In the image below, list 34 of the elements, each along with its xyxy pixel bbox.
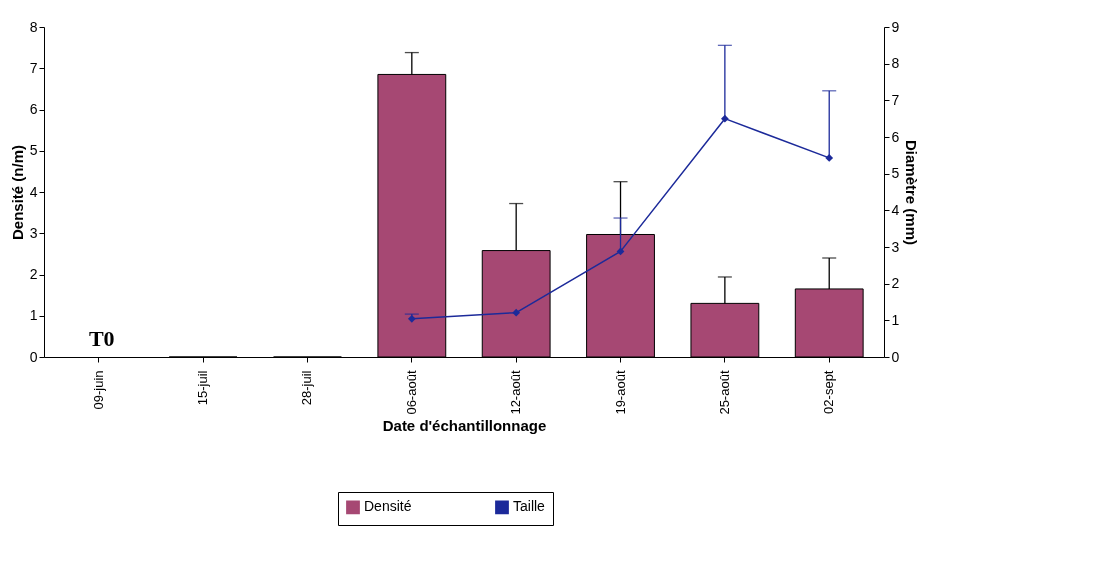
y-tick-label: 7 bbox=[29, 59, 38, 76]
y2-tick-label: 5 bbox=[891, 165, 900, 182]
y2-tick-label: 1 bbox=[891, 311, 900, 328]
y2-axis-title: Diamètre (mm) bbox=[903, 139, 921, 246]
x-tick-label: 12-août bbox=[508, 370, 524, 415]
legend-label: Densité bbox=[364, 498, 412, 515]
legend-label: Taille bbox=[513, 498, 546, 515]
x-tick-label: 25-août bbox=[716, 370, 732, 415]
x-tick-label: 28-juil bbox=[299, 370, 315, 406]
x-tick-label: 15-juil bbox=[195, 370, 211, 406]
x-tick-label: 02-sept bbox=[821, 370, 837, 414]
y-axis-title: Densité (n/m) bbox=[8, 144, 26, 241]
y2-tick-label: 0 bbox=[891, 348, 900, 365]
y-tick-label: 1 bbox=[29, 307, 38, 324]
y-tick-label: 2 bbox=[29, 266, 38, 282]
y2-tick-label: 3 bbox=[891, 238, 900, 255]
y2-tick-label: 7 bbox=[891, 91, 900, 108]
x-axis-title: Date d'échantillonnage bbox=[382, 416, 547, 434]
annotation: T0 bbox=[88, 326, 115, 351]
y-tick-label: 4 bbox=[29, 183, 38, 200]
y2-tick-label: 9 bbox=[891, 18, 900, 35]
y2-tick-label: 4 bbox=[891, 201, 900, 218]
y-tick-label: 3 bbox=[29, 224, 38, 241]
y-tick-label: 8 bbox=[29, 18, 38, 35]
x-tick-label: 09-juin bbox=[90, 370, 106, 410]
y2-tick-label: 8 bbox=[891, 55, 900, 72]
y2-tick-label: 6 bbox=[891, 128, 900, 145]
y2-tick-label: 2 bbox=[891, 275, 900, 292]
y-tick-label: 6 bbox=[29, 101, 38, 117]
point bbox=[512, 308, 521, 317]
x-tick-label: 06-août bbox=[403, 370, 419, 415]
x-tick-label: 19-août bbox=[612, 370, 628, 415]
y-tick-label: 5 bbox=[29, 142, 38, 159]
y-tick-label: 0 bbox=[29, 348, 38, 365]
